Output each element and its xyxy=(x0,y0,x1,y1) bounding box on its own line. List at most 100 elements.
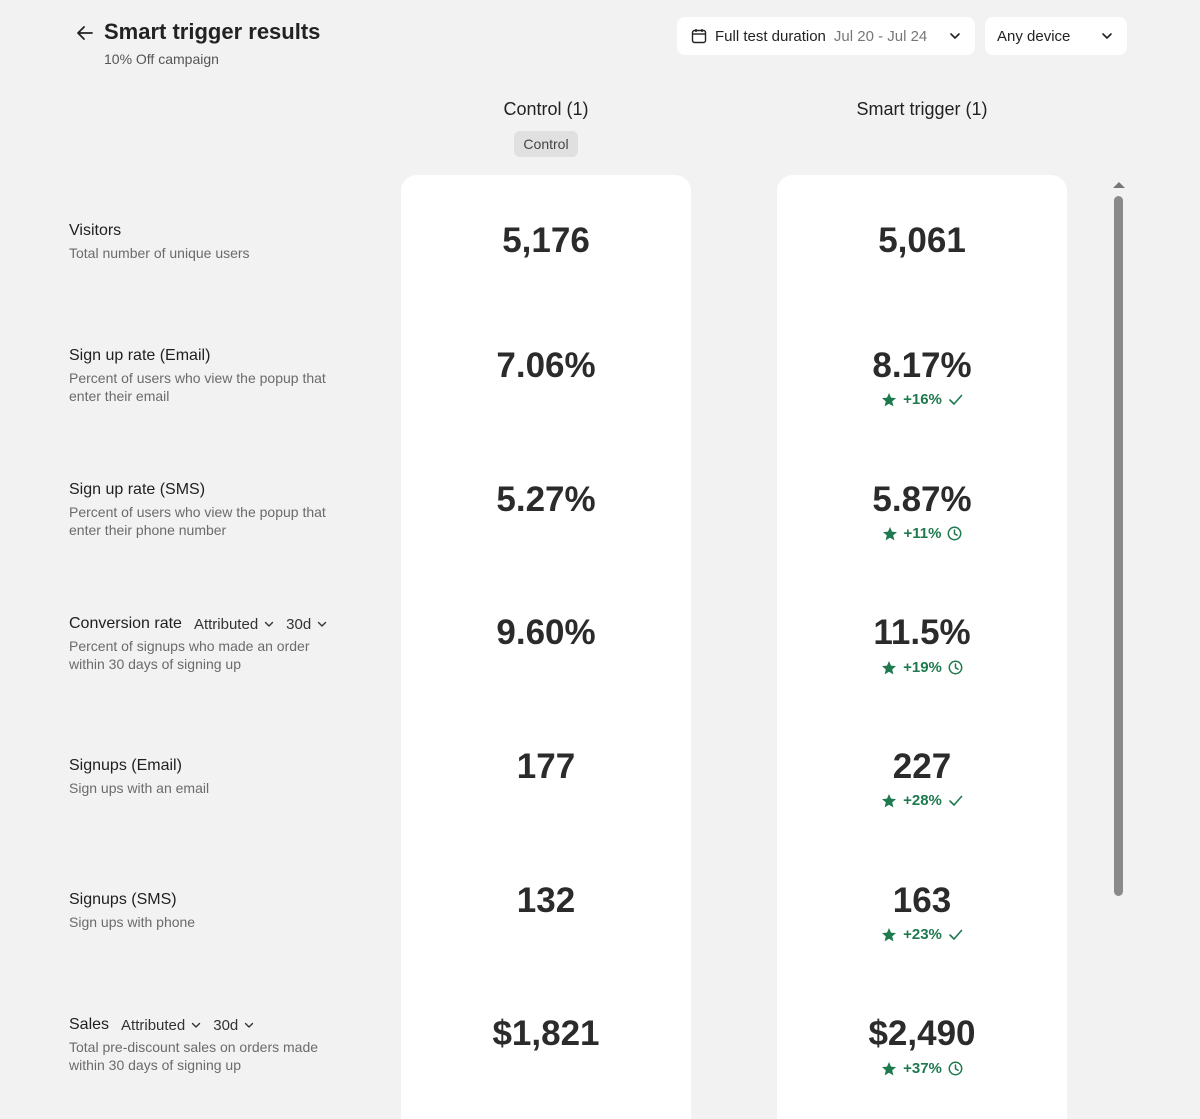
star-icon xyxy=(882,660,897,674)
metric-description: Total pre-discount sales on orders made … xyxy=(69,1038,369,1074)
lift-indicator: +37% xyxy=(777,1060,1067,1077)
control-value: 5.27% xyxy=(496,480,596,519)
control-value: $1,821 xyxy=(492,1014,600,1053)
smart-trigger-card xyxy=(777,175,1067,1119)
metric-title: Sign up rate (SMS) xyxy=(69,481,206,498)
window-dropdown[interactable]: 30d xyxy=(286,616,327,633)
control-value: 9.60% xyxy=(496,613,596,652)
lift-indicator: +16% xyxy=(777,391,1067,408)
smart-value: 227 xyxy=(892,747,952,786)
calendar-icon xyxy=(691,29,707,44)
chevron-down-icon xyxy=(318,621,327,627)
smart-value: 163 xyxy=(892,881,952,920)
window-value: 30d xyxy=(213,1016,239,1034)
metric-title: Sign up rate (Email) xyxy=(69,347,211,364)
date-range-dropdown[interactable]: Full test duration Jul 20 - Jul 24 xyxy=(677,17,975,55)
smart-value: 5,061 xyxy=(878,221,966,260)
lift-indicator: +19% xyxy=(777,659,1067,676)
control-value: 5,176 xyxy=(502,221,590,260)
lift-value: +23% xyxy=(903,926,942,943)
device-dropdown[interactable]: Any device xyxy=(985,17,1127,55)
control-value: 177 xyxy=(516,747,576,786)
metric-title-row: Conversion rate Attributed 30d xyxy=(69,615,369,633)
metric-signups-email: Signups (Email) Sign ups with an email xyxy=(69,757,369,797)
metric-description-line: Total number of unique users xyxy=(69,245,250,261)
metric-description: Sign ups with phone xyxy=(69,913,369,931)
metric-sales: Sales Attributed 30d Total pre-discount … xyxy=(69,1016,369,1074)
metric-description: Percent of users who view the popup that… xyxy=(69,369,369,405)
control-value: 7.06% xyxy=(496,346,596,385)
star-icon xyxy=(882,927,897,941)
lift-indicator: +11% xyxy=(777,525,1067,542)
lift-indicator: +23% xyxy=(777,926,1067,943)
metric-visitors: Visitors Total number of unique users xyxy=(69,222,369,262)
metric-title: Conversion rate xyxy=(69,615,182,632)
control-card xyxy=(401,175,691,1119)
metric-description: Percent of users who view the popup that… xyxy=(69,503,369,539)
clock-icon xyxy=(948,526,962,541)
page-title: Smart trigger results xyxy=(104,19,321,44)
attribution-value: Attributed xyxy=(121,1016,186,1034)
metric-description: Sign ups with an email xyxy=(69,779,369,797)
attribution-dropdown[interactable]: Attributed xyxy=(121,1017,201,1034)
star-icon xyxy=(882,793,897,807)
lift-indicator: +28% xyxy=(777,792,1067,809)
window-value: 30d xyxy=(286,615,312,633)
metric-description-line: within 30 days of signing up xyxy=(69,656,241,672)
check-icon xyxy=(949,394,963,405)
control-tag: Control xyxy=(514,131,578,157)
attribution-dropdown[interactable]: Attributed xyxy=(194,616,274,633)
check-icon xyxy=(949,929,963,940)
metric-signup-rate-sms: Sign up rate (SMS) Percent of users who … xyxy=(69,481,369,539)
metric-description: Percent of signups who made an order wit… xyxy=(69,637,369,673)
scrollbar-thumb[interactable] xyxy=(1114,196,1123,896)
chevron-down-icon xyxy=(264,621,274,627)
chevron-down-icon xyxy=(192,1022,201,1028)
metric-description-line: Percent of users who view the popup that xyxy=(69,370,326,386)
lift-value: +16% xyxy=(903,391,942,408)
metric-description-line: Percent of signups who made an order xyxy=(69,638,310,654)
metric-description-line: Total pre-discount sales on orders made xyxy=(69,1039,319,1055)
metric-description-line: Sign ups with an email xyxy=(69,780,210,796)
metric-title: Visitors xyxy=(69,222,122,239)
smart-trigger-column-title: Smart trigger (1) xyxy=(856,99,988,119)
date-filter-range: Jul 20 - Jul 24 xyxy=(833,27,928,45)
back-arrow-icon[interactable] xyxy=(74,22,96,44)
chevron-down-icon xyxy=(1102,33,1112,39)
window-dropdown[interactable]: 30d xyxy=(213,1017,254,1034)
clock-icon xyxy=(948,1061,963,1076)
metric-title: Sales xyxy=(69,1016,110,1033)
lift-value: +11% xyxy=(903,525,942,542)
smart-value: $2,490 xyxy=(868,1014,976,1053)
device-filter-label: Any device xyxy=(997,27,1071,45)
metric-signups-sms: Signups (SMS) Sign ups with phone xyxy=(69,891,369,931)
lift-value: +19% xyxy=(903,659,942,676)
metric-title: Signups (SMS) xyxy=(69,891,177,908)
metric-signup-rate-email: Sign up rate (Email) Percent of users wh… xyxy=(69,347,369,405)
metric-description-line: enter their email xyxy=(69,388,170,404)
scroll-up-arrow-icon[interactable] xyxy=(1112,181,1126,189)
smart-value: 8.17% xyxy=(872,346,972,385)
metric-description-line: within 30 days of signing up xyxy=(69,1057,241,1073)
lift-value: +28% xyxy=(903,792,942,809)
smart-value: 11.5% xyxy=(873,613,971,652)
campaign-subtitle: 10% Off campaign xyxy=(104,51,219,67)
star-icon xyxy=(882,526,897,540)
date-filter-label: Full test duration xyxy=(715,27,826,45)
chevron-down-icon xyxy=(245,1022,254,1028)
control-column-title: Control (1) xyxy=(503,99,589,119)
metric-description: Total number of unique users xyxy=(69,244,369,262)
chevron-down-icon xyxy=(950,33,960,39)
metric-description-line: Sign ups with phone xyxy=(69,914,196,930)
smart-value: 5.87% xyxy=(872,480,972,519)
metric-description-line: enter their phone number xyxy=(69,522,227,538)
star-icon xyxy=(882,392,897,406)
clock-icon xyxy=(948,660,963,675)
check-icon xyxy=(949,795,963,806)
metric-conversion-rate: Conversion rate Attributed 30d Percent o… xyxy=(69,615,369,673)
lift-value: +37% xyxy=(903,1060,942,1077)
star-icon xyxy=(882,1061,897,1075)
metric-description-line: Percent of users who view the popup that xyxy=(69,504,326,520)
control-value: 132 xyxy=(516,881,576,920)
